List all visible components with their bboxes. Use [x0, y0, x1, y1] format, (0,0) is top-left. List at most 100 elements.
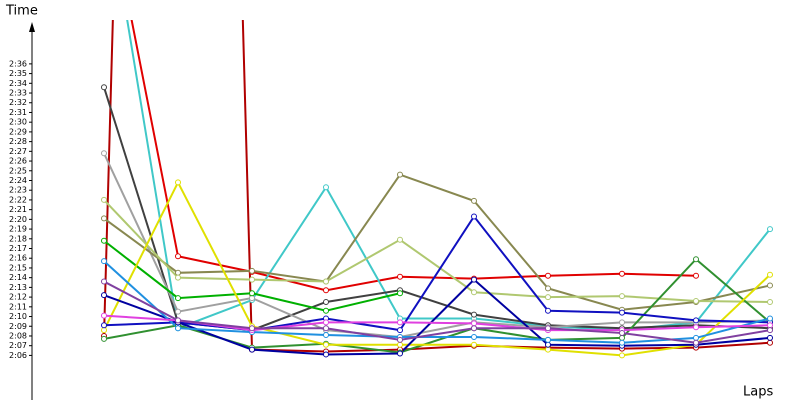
point: [471, 276, 477, 283]
point: [767, 315, 773, 322]
point: [619, 309, 625, 316]
point: [471, 333, 477, 340]
point: [767, 327, 773, 334]
point: [249, 325, 255, 332]
point: [101, 335, 107, 342]
point: [767, 282, 773, 289]
plot-area: [101, 20, 773, 359]
point: [471, 289, 477, 296]
y-tick-label: 2:10: [9, 312, 27, 321]
y-tick-label: 2:21: [9, 205, 27, 214]
point: [101, 215, 107, 222]
point: [693, 256, 699, 263]
x-axis-label: Laps: [743, 385, 773, 400]
point: [767, 322, 773, 329]
point: [471, 213, 477, 220]
y-tick-label: 2:19: [9, 225, 27, 234]
point: [249, 276, 255, 283]
y-tick-label: 2:23: [9, 186, 27, 195]
point: [397, 171, 403, 178]
point: [693, 324, 699, 331]
point: [323, 319, 329, 326]
y-tick-label: 2:24: [9, 176, 27, 185]
point: [175, 274, 181, 281]
y-tick-label: 2:17: [9, 244, 27, 253]
point: [175, 179, 181, 186]
point: [323, 332, 329, 339]
y-tick-label: 2:09: [9, 322, 27, 331]
point: [397, 350, 403, 357]
point: [471, 320, 477, 327]
point: [397, 290, 403, 297]
point: [767, 298, 773, 305]
y-tick-label: 2:31: [9, 108, 27, 117]
y-tick-label: 2:32: [9, 98, 27, 107]
point: [249, 346, 255, 353]
y-tick-label: 2:28: [9, 137, 27, 146]
y-tick-label: 2:15: [9, 263, 27, 272]
series-line: [103, 180, 771, 357]
point: [323, 325, 329, 332]
point: [397, 273, 403, 280]
point: [175, 269, 181, 276]
point: [323, 351, 329, 358]
point: [619, 293, 625, 300]
y-tick-label: 2:20: [9, 215, 27, 224]
point: [545, 307, 551, 314]
point: [545, 294, 551, 301]
point: [767, 271, 773, 278]
y-tick-label: 2:16: [9, 254, 27, 263]
point: [471, 325, 477, 332]
point: [619, 339, 625, 346]
point: [397, 341, 403, 348]
series-line: [130, 20, 697, 292]
point: [471, 197, 477, 204]
point: [397, 319, 403, 326]
point: [249, 267, 255, 274]
y-tick-label: 2:36: [9, 59, 27, 68]
point: [545, 325, 551, 332]
point: [323, 341, 329, 348]
series-line: [103, 86, 771, 332]
series-line: [103, 152, 771, 338]
point: [693, 272, 699, 279]
series-line: [126, 20, 771, 332]
point: [323, 298, 329, 305]
y-axis-label: Time: [5, 4, 38, 19]
point: [101, 312, 107, 319]
y-tick-label: 2:35: [9, 69, 27, 78]
point: [619, 352, 625, 359]
point: [693, 339, 699, 346]
point: [767, 334, 773, 341]
point: [175, 308, 181, 315]
point: [397, 236, 403, 243]
point: [545, 285, 551, 292]
point: [175, 295, 181, 302]
point: [101, 237, 107, 244]
point: [101, 322, 107, 329]
point: [101, 258, 107, 265]
series-line: [103, 278, 771, 356]
point: [545, 346, 551, 353]
point: [693, 334, 699, 341]
point: [323, 184, 329, 191]
y-tick-label: 2:30: [9, 118, 27, 127]
point: [545, 272, 551, 279]
point: [101, 196, 107, 203]
y-tick-label: 2:12: [9, 293, 27, 302]
y-tick-label: 2:29: [9, 127, 27, 136]
point: [471, 311, 477, 318]
point: [101, 278, 107, 285]
point: [545, 341, 551, 348]
point: [175, 325, 181, 332]
point: [249, 295, 255, 302]
point: [323, 307, 329, 314]
point: [323, 278, 329, 285]
y-tick-label: 2:22: [9, 195, 27, 204]
y-tick-label: 2:11: [9, 302, 27, 311]
y-axis-arrow: [29, 22, 35, 32]
series-line: [103, 173, 771, 311]
point: [767, 226, 773, 233]
